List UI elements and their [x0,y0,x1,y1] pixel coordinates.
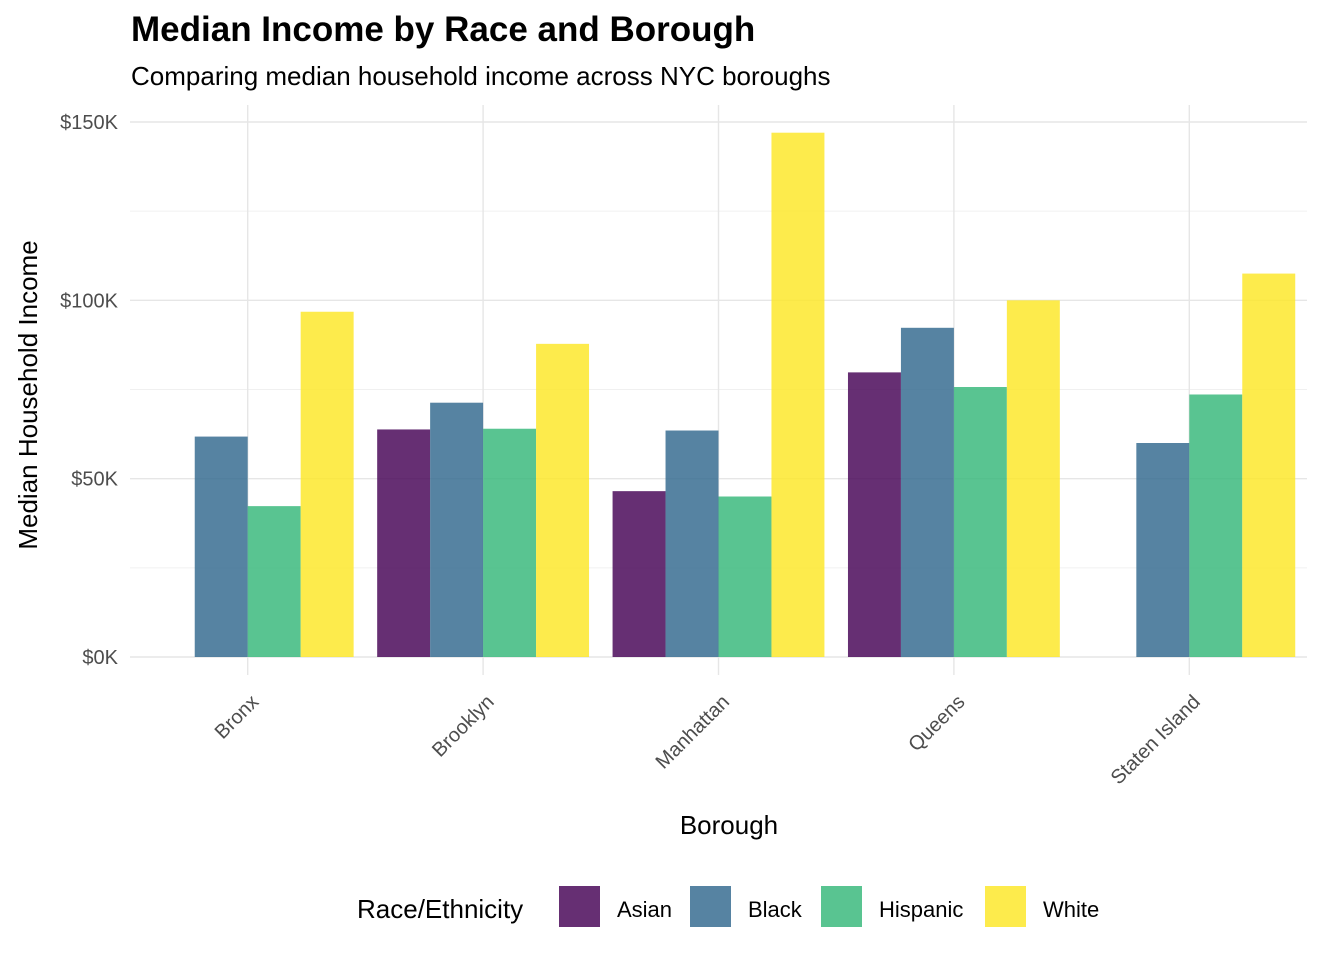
bar-black-manhattan [665,430,719,657]
bar-white-queens [1006,300,1060,657]
bar-asian-brooklyn [377,429,431,657]
bars-layer [194,132,1296,657]
bar-white-staten-island [1242,273,1296,657]
bar-black-brooklyn [430,402,484,657]
x-tick-label: Staten Island [1107,691,1205,789]
x-axis-title: Borough [680,810,778,840]
legend-key-asian [559,886,600,927]
y-tick-label: $100K [60,290,118,312]
bar-black-staten-island [1136,443,1190,657]
x-tick-label: Manhattan [652,691,734,773]
chart-subtitle: Comparing median household income across… [131,61,831,91]
bar-hispanic-manhattan [718,496,772,657]
bar-hispanic-bronx [247,506,301,657]
bar-hispanic-brooklyn [483,428,537,657]
legend-title: Race/Ethnicity [357,894,523,924]
bar-white-bronx [300,311,354,657]
x-tick-label: Queens [904,691,969,756]
bar-hispanic-queens [953,387,1007,657]
chart-title: Median Income by Race and Borough [131,10,756,49]
legend-key-white [985,886,1026,927]
x-tick-label: Bronx [211,691,264,744]
y-tick-label: $50K [71,469,118,491]
legend-key-black [690,886,731,927]
x-tick-label: Brooklyn [428,691,499,762]
legend-label-asian: Asian [617,897,672,922]
bar-hispanic-staten-island [1189,394,1243,657]
legend-label-white: White [1043,897,1099,922]
bar-white-manhattan [771,132,825,657]
bar-black-queens [900,327,954,657]
legend-label-hispanic: Hispanic [879,897,963,922]
legend-label-black: Black [748,897,803,922]
legend: Race/Ethnicity Asian Black Hispanic White [357,886,1099,927]
bar-asian-queens [847,372,901,657]
bar-asian-manhattan [612,491,666,657]
y-tick-label: $150K [60,112,118,134]
bar-white-brooklyn [536,343,590,657]
y-axis-title: Median Household Income [13,240,43,549]
y-tick-label: $0K [82,647,118,669]
legend-key-hispanic [821,886,862,927]
bar-black-bronx [194,436,248,657]
